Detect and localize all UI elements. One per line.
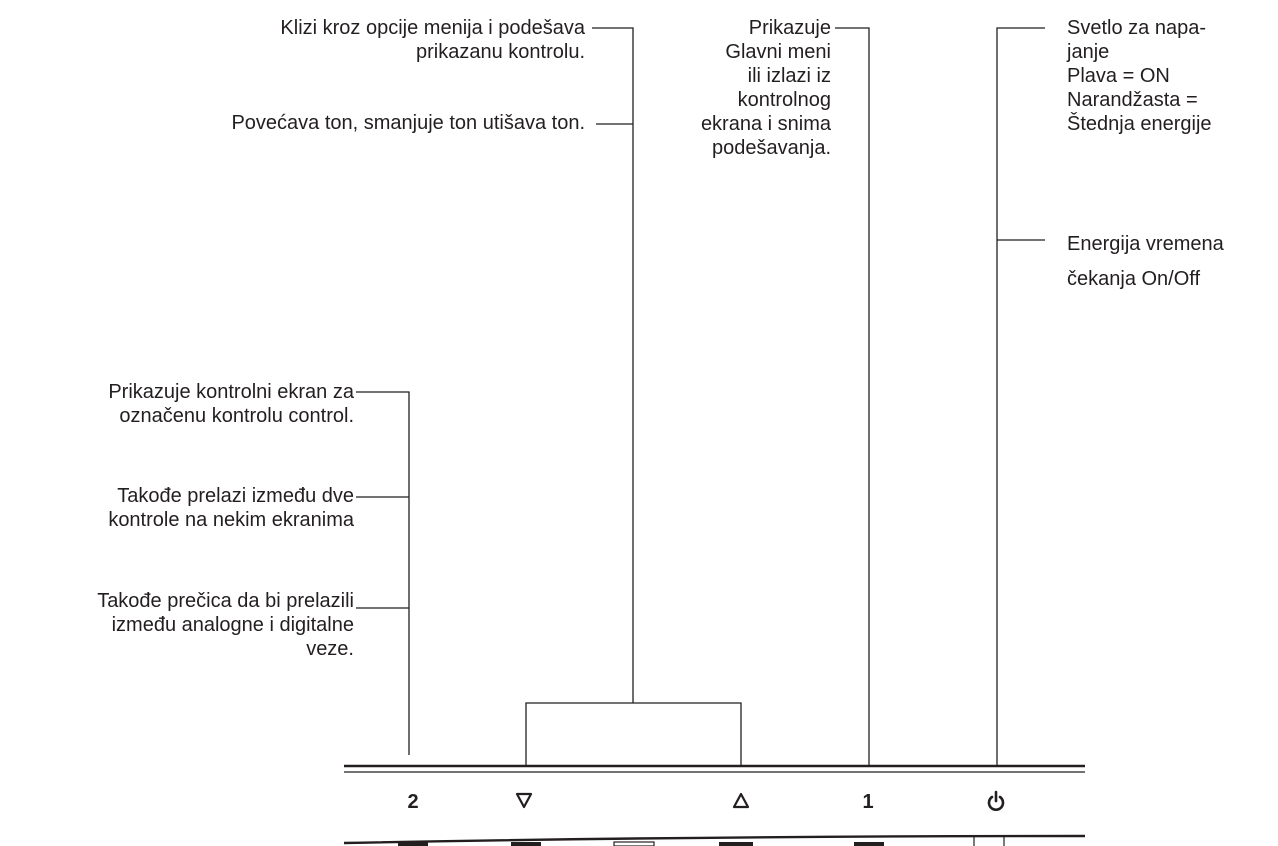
button-nub xyxy=(854,842,884,846)
power-icon[interactable] xyxy=(986,790,1006,812)
bezel-bottom-edge xyxy=(343,834,1086,845)
bezel xyxy=(343,764,1086,846)
menu-leader-line xyxy=(835,27,870,766)
button-2-label[interactable]: 2 xyxy=(407,791,419,813)
standby-description: Energija vremena čekanja On/Off xyxy=(1067,233,1224,290)
button-nubs xyxy=(398,841,884,846)
power-light-description: Svetlo za napa- janje Plava = ON Narandž… xyxy=(1067,17,1212,135)
button-nub xyxy=(511,842,541,846)
up-triangle-icon[interactable] xyxy=(731,790,751,812)
scroll-description: Klizi kroz opcije menija i podešava prik… xyxy=(280,17,585,63)
button-nub xyxy=(398,842,428,846)
down-triangle-icon[interactable] xyxy=(514,790,534,812)
volume-description: Povećava ton, smanjuje ton utišava ton. xyxy=(231,112,585,134)
menu-description: Prikazuje Glavni meni ili izlazi iz kont… xyxy=(700,17,831,159)
button2-leader-line xyxy=(356,391,410,755)
button-1-label[interactable]: 1 xyxy=(862,791,874,813)
button-nub xyxy=(613,841,655,846)
arrows-bracket xyxy=(525,702,742,766)
button-nub xyxy=(719,842,753,846)
toggle-description: Takođe prelazi između dve kontrole na ne… xyxy=(108,485,354,531)
scroll-leader-line xyxy=(592,27,634,703)
shortcut-description: Takođe prečica da bi prelazili između an… xyxy=(97,590,354,660)
control-screen-description: Prikazuje kontrolni ekran za označenu ko… xyxy=(108,381,354,427)
power-light-leader-line xyxy=(996,27,1045,766)
